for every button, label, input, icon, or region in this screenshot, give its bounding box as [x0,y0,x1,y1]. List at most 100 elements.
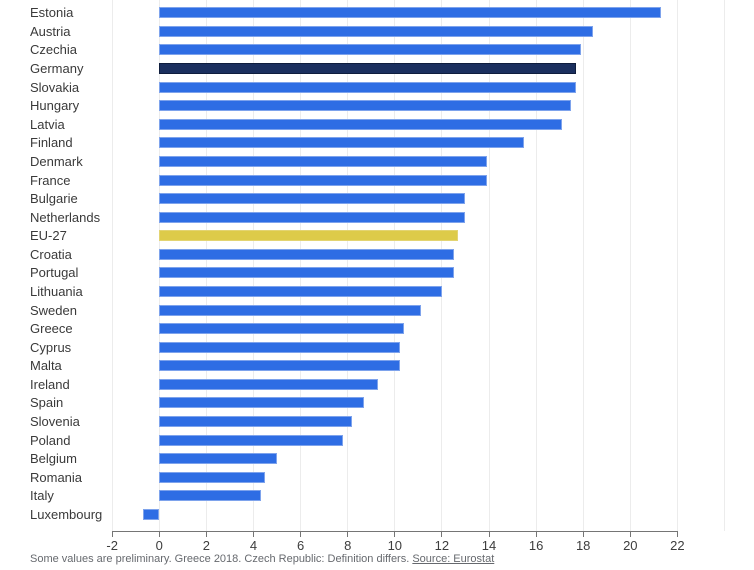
x-axis-tick [676,532,678,537]
label-austria: Austria [30,23,71,39]
bar-latvia [159,118,562,130]
bar-austria [159,25,593,37]
label-greece: Greece [30,321,73,337]
x-axis-line [111,531,678,532]
x-axis-tick [629,532,631,537]
bar-france [159,174,487,186]
label-poland: Poland [30,432,71,448]
gridline [535,0,537,531]
bar-italy [159,490,261,502]
x-axis-tick-label: 14 [481,538,497,553]
bar-sweden [159,304,421,316]
gridline [111,0,113,531]
label-lithuania: Lithuania [30,284,83,299]
x-axis-tick [582,532,584,537]
x-axis-tick-label: 10 [387,538,403,553]
label-czechia: Czechia [30,42,77,58]
label-belgium: Belgium [30,451,77,467]
label-bulgarie: Bulgarie [30,191,78,207]
x-axis-tick [205,532,207,537]
label-spain: Spain [30,395,64,411]
x-axis-tick-label: 18 [575,538,591,553]
x-axis-tick [441,532,443,537]
bar-bulgarie [159,193,466,205]
x-axis-tick-label: 2 [202,538,210,553]
label-luxembourg: Luxembourg [30,506,103,522]
x-axis-tick [535,532,537,537]
x-axis-tick-label: 16 [528,538,544,553]
bar-czechia [159,44,581,56]
x-axis-tick-label: 12 [434,538,450,553]
x-axis-tick [300,532,302,537]
x-axis-tick [253,532,254,537]
gridline [253,0,254,531]
x-axis-tick [158,532,160,537]
footnote-text: Some values are preliminary. Greece 2018… [30,553,413,565]
bar-lithuania [159,286,442,297]
label-finland: Finland [30,135,73,151]
bar-ireland [159,378,379,390]
bar-slovakia [159,81,577,93]
x-axis-tick-label: 4 [249,538,258,553]
bar-spain [159,397,365,409]
label-cyprus: Cyprus [30,339,72,355]
gridline [158,0,160,531]
gridline [394,0,396,531]
label-portugal: Portugal [30,265,79,281]
label-germany: Germany [30,61,84,77]
bar-portugal [159,267,454,279]
bar-belgium [159,453,278,465]
x-axis-tick [347,532,349,537]
bar-finland [159,137,525,149]
x-axis-tick-label: 8 [344,538,352,553]
bar-germany [159,63,577,75]
label-ireland: Ireland [30,376,70,392]
label-latvia: Latvia [30,116,65,132]
chart-footnote: Some values are preliminary. Greece 2018… [30,553,494,565]
gridline [441,0,443,531]
x-axis-tick-label: -2 [106,538,118,553]
bar-denmark [159,155,487,167]
bar-luxembourg [142,508,160,520]
gridline [488,0,490,531]
bar-estonia [159,7,661,19]
label-france: France [30,172,71,188]
source-link[interactable]: Source: Eurostat [412,553,495,565]
x-axis-tick-label: 0 [155,538,163,553]
gridline [205,0,207,531]
label-sweden: Sweden [30,302,77,318]
gridline [300,0,302,531]
bar-croatia [159,248,454,260]
bar-eu-27 [159,230,459,242]
label-malta: Malta [30,358,62,374]
label-slovakia: Slovakia [30,79,80,95]
x-axis-tick [394,532,396,537]
label-netherlands: Netherlands [30,209,101,225]
x-axis-tick-label: 22 [670,538,685,553]
bar-poland [159,434,343,446]
label-slovenia: Slovenia [30,414,80,430]
x-axis-tick [488,532,490,537]
bar-slovenia [159,416,353,428]
bar-greece [159,323,405,335]
gridline [676,0,678,531]
label-estonia: Estonia [30,5,74,21]
label-eu-27: EU-27 [30,228,67,244]
bar-malta [159,360,400,372]
bar-netherlands [159,211,466,223]
label-italy: Italy [30,488,54,504]
gridline [347,0,349,531]
bar-hungary [159,100,572,112]
label-croatia: Croatia [30,246,72,262]
label-hungary: Hungary [30,98,80,114]
label-denmark: Denmark [30,153,83,169]
gridline [724,0,725,531]
x-axis-tick-label: 6 [296,538,305,553]
x-axis-tick [111,532,113,537]
x-axis-tick-label: 20 [623,538,638,553]
label-romania: Romania [30,469,83,485]
bar-cyprus [159,341,400,353]
bar-romania [159,471,266,483]
